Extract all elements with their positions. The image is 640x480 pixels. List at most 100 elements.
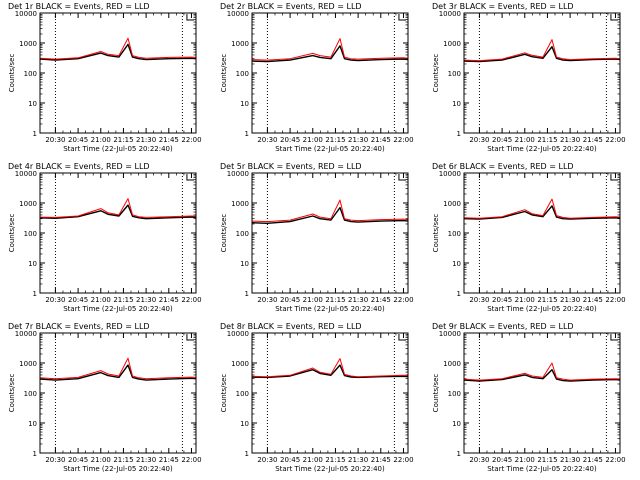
plot-frame <box>463 12 621 134</box>
y-tick-label: 100 <box>236 70 249 78</box>
x-tick-label: 21:45 <box>583 296 603 304</box>
y-tick-label: 10000 <box>15 170 37 178</box>
y-tick-label: 10 <box>240 100 249 108</box>
chart-title: Det 3r BLACK = Events, RED = LLD <box>432 2 574 11</box>
x-axis-label: Start Time (22-Jul-05 20:22:40) <box>63 465 173 473</box>
x-tick-label: 21:00 <box>91 136 111 144</box>
series-line-events <box>463 369 621 382</box>
y-axis-label: Counts/sec <box>8 374 16 413</box>
y-tick-label: 10000 <box>439 330 461 338</box>
chart-panel-1: Det 1r BLACK = Events, RED = LLD 1 10 100 10… <box>8 2 202 153</box>
y-tick-label: 100 <box>236 230 249 238</box>
legend-mark <box>610 14 618 21</box>
legend-mark <box>398 14 406 21</box>
x-axis-label: Start Time (22-Jul-05 20:22:40) <box>275 145 385 153</box>
chart-title: Det 5r BLACK = Events, RED = LLD <box>220 162 362 171</box>
plot-frame <box>39 12 197 134</box>
x-tick-label: 22:00 <box>393 136 413 144</box>
x-tick-label: 20:45 <box>492 136 512 144</box>
x-tick-label: 21:15 <box>113 456 133 464</box>
series-line-lld <box>251 358 409 378</box>
x-tick-label: 20:30 <box>257 456 277 464</box>
series-line-events <box>39 364 197 381</box>
series-line-events <box>251 45 409 63</box>
x-tick-label: 21:00 <box>303 136 323 144</box>
x-tick-label: 21:45 <box>371 296 391 304</box>
y-tick-label: 10 <box>28 420 37 428</box>
x-tick-label: 21:30 <box>348 296 368 304</box>
x-tick-label: 21:30 <box>560 136 580 144</box>
y-axis-label: Counts/sec <box>220 374 228 413</box>
y-tick-label: 100 <box>236 390 249 398</box>
chart-title: Det 4r BLACK = Events, RED = LLD <box>8 162 150 171</box>
chart-title: Det 6r BLACK = Events, RED = LLD <box>432 162 574 171</box>
x-tick-label: 21:45 <box>583 136 603 144</box>
y-tick-label: 1000 <box>19 360 37 368</box>
x-tick-label: 22:00 <box>181 456 201 464</box>
chart-panel-7: Det 7r BLACK = Events, RED = LLD 1 10 100 10… <box>8 322 202 473</box>
x-tick-label: 22:00 <box>605 296 625 304</box>
x-tick-label: 21:00 <box>303 296 323 304</box>
x-tick-label: 20:30 <box>45 296 65 304</box>
chart-title: Det 8r BLACK = Events, RED = LLD <box>220 322 362 331</box>
y-tick-label: 1 <box>457 450 461 458</box>
y-axis-label: Counts/sec <box>220 54 228 93</box>
series-line-events <box>39 43 197 61</box>
y-axis-label: Counts/sec <box>432 374 440 413</box>
x-tick-label: 21:00 <box>91 456 111 464</box>
y-axis-label: Counts/sec <box>8 54 16 93</box>
chart-title: Det 2r BLACK = Events, RED = LLD <box>220 2 362 11</box>
x-tick-label: 21:15 <box>113 136 133 144</box>
y-tick-label: 10000 <box>15 10 37 18</box>
y-tick-label: 1000 <box>443 200 461 208</box>
x-axis-label: Start Time (22-Jul-05 20:22:40) <box>487 465 597 473</box>
x-tick-label: 21:30 <box>136 456 156 464</box>
x-tick-label: 22:00 <box>605 136 625 144</box>
x-tick-label: 20:30 <box>469 296 489 304</box>
x-tick-label: 21:15 <box>537 456 557 464</box>
x-tick-label: 21:30 <box>560 296 580 304</box>
legend-mark <box>186 14 194 21</box>
y-tick-label: 10000 <box>227 330 249 338</box>
plot-frame <box>463 332 621 454</box>
y-axis-label: Counts/sec <box>8 214 16 253</box>
x-tick-label: 21:45 <box>371 456 391 464</box>
x-axis-label: Start Time (22-Jul-05 20:22:40) <box>63 305 173 313</box>
x-axis-label: Start Time (22-Jul-05 20:22:40) <box>487 145 597 153</box>
legend-mark <box>398 334 406 341</box>
plot-frame <box>251 332 409 454</box>
y-tick-label: 100 <box>24 70 37 78</box>
y-tick-label: 1 <box>457 290 461 298</box>
x-tick-label: 21:30 <box>560 456 580 464</box>
y-tick-label: 10 <box>452 260 461 268</box>
x-tick-label: 20:45 <box>68 456 88 464</box>
y-tick-label: 1000 <box>19 40 37 48</box>
x-axis-label: Start Time (22-Jul-05 20:22:40) <box>63 145 173 153</box>
x-tick-label: 22:00 <box>181 296 201 304</box>
y-tick-label: 10000 <box>227 170 249 178</box>
y-tick-label: 1000 <box>443 40 461 48</box>
y-tick-label: 100 <box>24 230 37 238</box>
plot-frame <box>251 12 409 134</box>
series-line-lld <box>39 198 197 218</box>
series-line-lld <box>251 38 409 61</box>
y-tick-label: 1 <box>33 290 37 298</box>
x-tick-label: 21:00 <box>515 296 535 304</box>
legend-mark <box>398 174 406 181</box>
x-tick-label: 21:00 <box>515 136 535 144</box>
x-axis-label: Start Time (22-Jul-05 20:22:40) <box>487 305 597 313</box>
y-tick-label: 1 <box>245 290 249 298</box>
series-line-events <box>251 364 409 379</box>
x-tick-label: 21:15 <box>325 296 345 304</box>
x-tick-label: 21:45 <box>583 456 603 464</box>
series-line-lld <box>39 37 197 60</box>
y-axis-label: Counts/sec <box>432 54 440 93</box>
x-tick-label: 21:15 <box>113 296 133 304</box>
series-line-lld <box>39 357 197 380</box>
chart-panel-4: Det 4r BLACK = Events, RED = LLD 1 10 100 10… <box>8 162 202 313</box>
x-tick-label: 22:00 <box>605 456 625 464</box>
x-tick-label: 21:00 <box>91 296 111 304</box>
x-tick-label: 20:30 <box>257 136 277 144</box>
